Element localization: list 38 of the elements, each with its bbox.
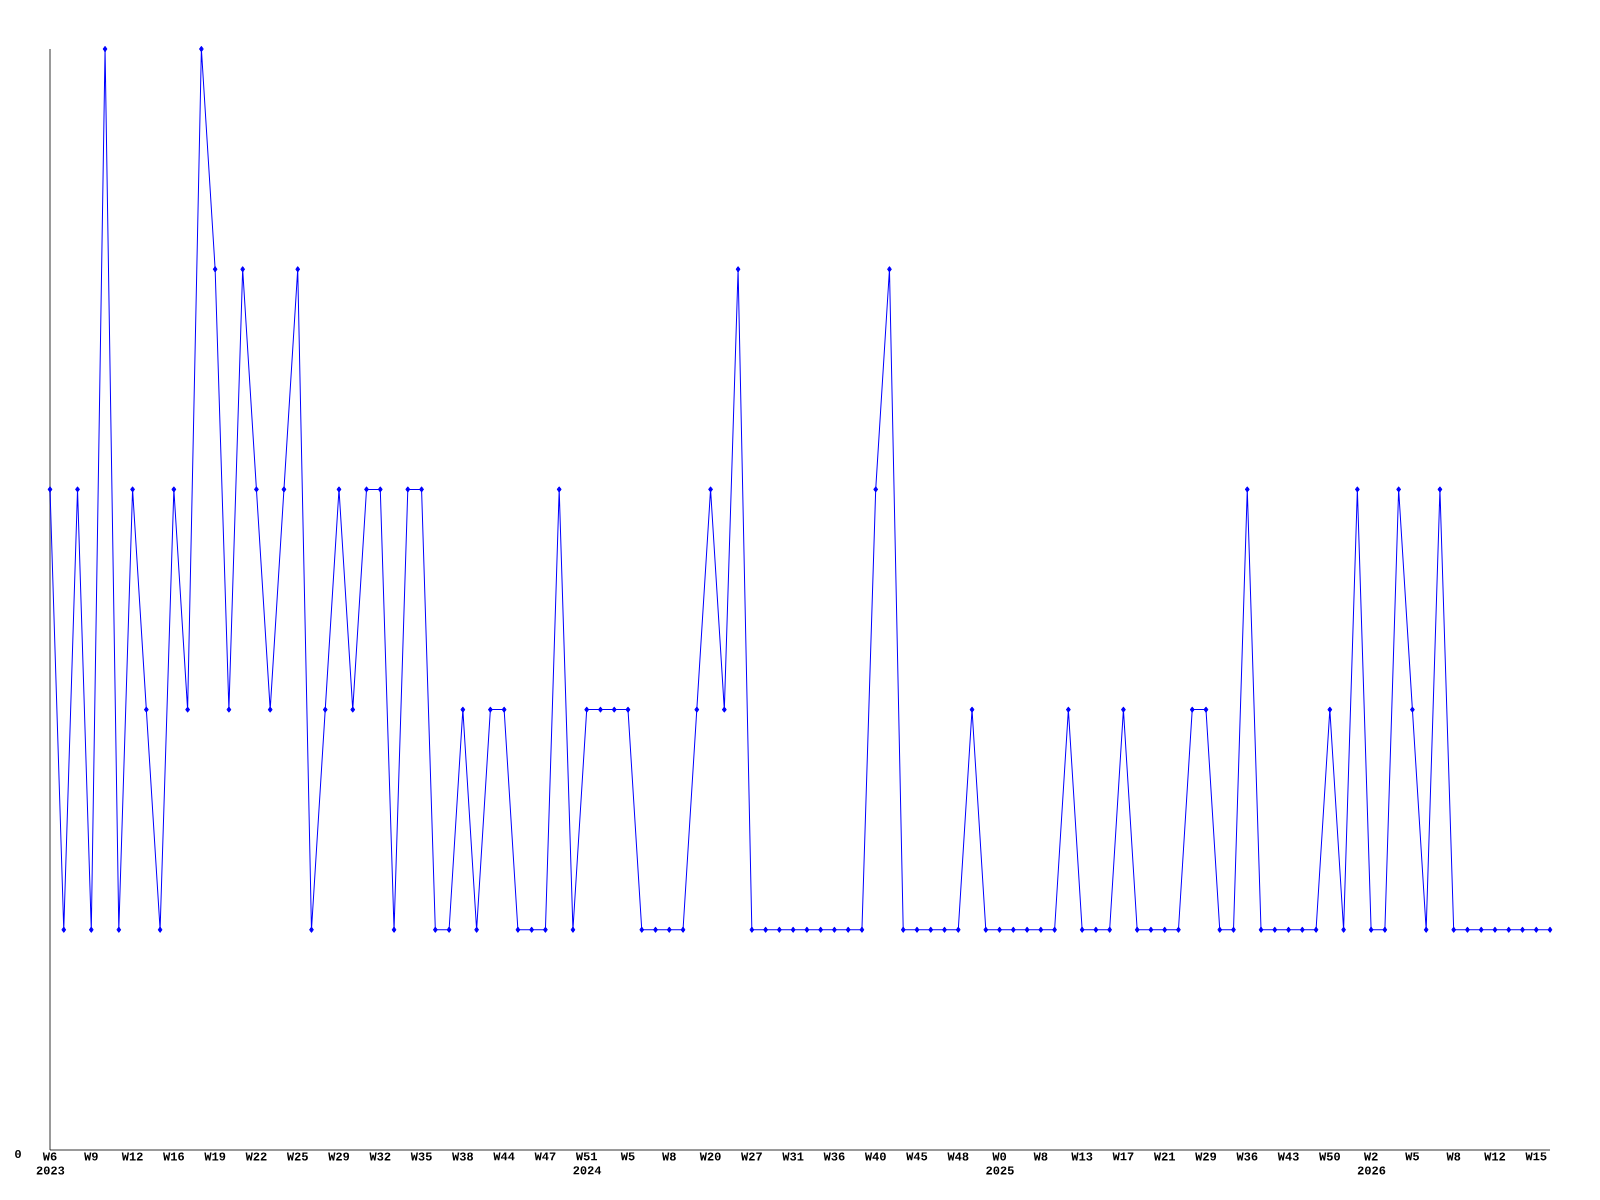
x-tick-label: W36 xyxy=(823,1152,845,1161)
x-tick-label: W45 xyxy=(906,1152,928,1161)
x-tick-label: W32 xyxy=(369,1152,391,1161)
x-tick-label: W2 2026 xyxy=(1357,1152,1386,1175)
x-tick-label: W48 xyxy=(947,1152,969,1161)
x-tick-label: W8 xyxy=(1033,1152,1048,1161)
x-tick-label: W43 xyxy=(1277,1152,1299,1161)
x-tick-label: W25 xyxy=(286,1152,308,1161)
x-tick-label: W21 xyxy=(1153,1152,1176,1161)
x-tick-label: W29 xyxy=(328,1152,350,1161)
x-tick-label: W36 xyxy=(1236,1152,1258,1161)
x-tick-label: W8 xyxy=(662,1152,676,1161)
x-tick-label: W38 xyxy=(452,1152,474,1161)
text: 0 xyxy=(15,1149,21,1159)
x-tick-label: W8 xyxy=(1446,1152,1461,1161)
x-tick-label: W44 xyxy=(493,1152,515,1161)
x-tick-label: W27 xyxy=(741,1152,762,1161)
x-tick-label: W5 xyxy=(620,1152,635,1161)
x-tick-label: W31 xyxy=(782,1152,804,1161)
x-tick-label: W47 xyxy=(534,1152,556,1161)
x-tick-label: W19 xyxy=(204,1152,226,1161)
x-tick-label: W6 2023 xyxy=(36,1152,65,1175)
x-tick-label: W17 xyxy=(1112,1152,1134,1161)
x-tick-label: W50 xyxy=(1319,1152,1340,1161)
x-tick-label: W35 xyxy=(410,1152,432,1161)
x-tick-label: W20 xyxy=(699,1152,721,1161)
x-tick-label: W9 xyxy=(84,1152,98,1161)
x-tick-label: W0 2025 xyxy=(986,1152,1014,1175)
x-tick-label: W51 2024 xyxy=(573,1152,602,1175)
x-tick-label: W22 xyxy=(245,1152,267,1161)
x-tick-label: W5 xyxy=(1405,1152,1419,1161)
x-tick-label: W13 xyxy=(1071,1152,1093,1161)
x-tick-label: W12 xyxy=(1484,1152,1506,1161)
x-tick-label: W12 xyxy=(121,1152,143,1161)
x-tick-label: W16 xyxy=(163,1152,185,1161)
x-tick-label: W29 xyxy=(1195,1152,1217,1161)
x-tick-label: W15 xyxy=(1525,1152,1547,1161)
x-tick-label: W40 xyxy=(864,1152,886,1161)
